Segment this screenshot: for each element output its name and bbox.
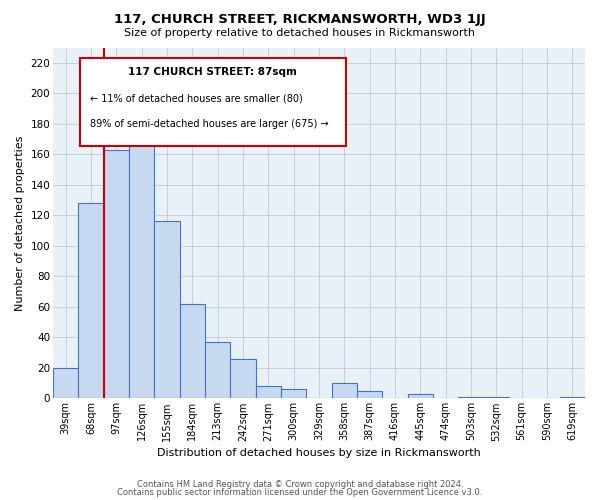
Bar	[79, 203, 104, 398]
Bar	[281, 389, 307, 398]
Bar	[53, 368, 79, 398]
Bar	[357, 391, 382, 398]
Bar	[230, 358, 256, 399]
Text: 89% of semi-detached houses are larger (675) →: 89% of semi-detached houses are larger (…	[91, 120, 329, 130]
Bar	[205, 342, 230, 398]
Bar	[407, 394, 433, 398]
Text: Contains HM Land Registry data © Crown copyright and database right 2024.: Contains HM Land Registry data © Crown c…	[137, 480, 463, 489]
Bar	[154, 222, 180, 398]
Text: Contains public sector information licensed under the Open Government Licence v3: Contains public sector information licen…	[118, 488, 482, 497]
Bar	[256, 386, 281, 398]
Bar	[180, 304, 205, 398]
FancyBboxPatch shape	[80, 58, 346, 146]
Text: ← 11% of detached houses are smaller (80): ← 11% of detached houses are smaller (80…	[91, 93, 303, 103]
Bar	[129, 136, 154, 398]
Bar	[458, 397, 484, 398]
Text: Size of property relative to detached houses in Rickmansworth: Size of property relative to detached ho…	[125, 28, 476, 38]
X-axis label: Distribution of detached houses by size in Rickmansworth: Distribution of detached houses by size …	[157, 448, 481, 458]
Bar	[332, 383, 357, 398]
Y-axis label: Number of detached properties: Number of detached properties	[15, 136, 25, 310]
Bar	[484, 397, 509, 398]
Text: 117, CHURCH STREET, RICKMANSWORTH, WD3 1JJ: 117, CHURCH STREET, RICKMANSWORTH, WD3 1…	[114, 12, 486, 26]
Bar	[560, 397, 585, 398]
Text: 117 CHURCH STREET: 87sqm: 117 CHURCH STREET: 87sqm	[128, 67, 297, 77]
Bar	[104, 150, 129, 398]
